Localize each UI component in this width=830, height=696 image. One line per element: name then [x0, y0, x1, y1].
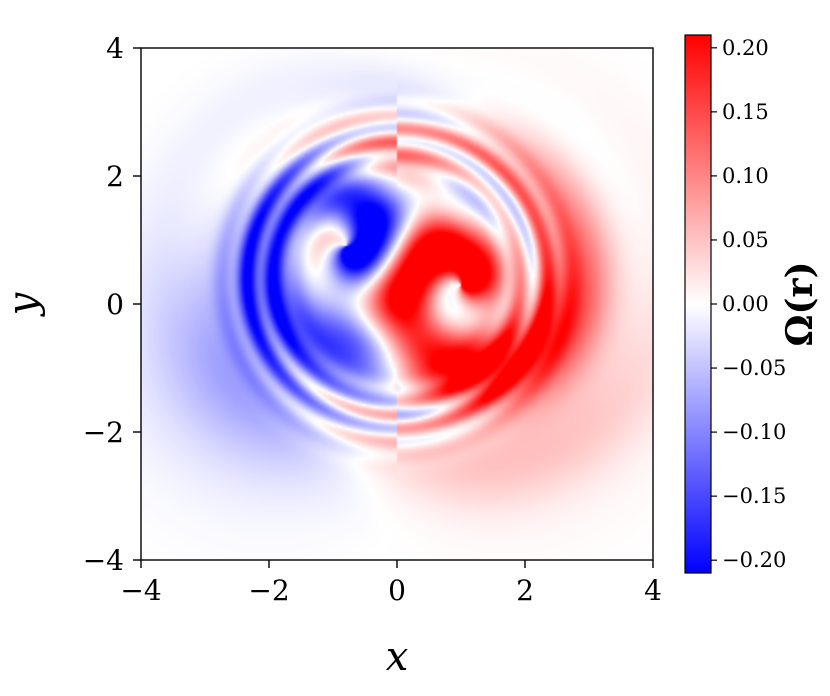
y-tick-label: 2: [106, 160, 124, 193]
x-tick-label: 0: [388, 574, 406, 607]
heatmap-container: [141, 48, 653, 560]
x-tick-label: 2: [516, 574, 534, 607]
x-axis-ticks: −4 −2 0 2 4: [120, 560, 662, 607]
colorbar-gradient: [685, 35, 711, 573]
colorbar-tick-label: −0.10: [722, 420, 786, 444]
colorbar-tick-label: 0.15: [722, 100, 769, 124]
y-tick-label: 0: [106, 288, 124, 321]
x-tick-label: −4: [120, 574, 161, 607]
y-axis-label: y: [0, 291, 46, 317]
y-tick-label: −2: [83, 416, 124, 449]
colorbar-tick-label: 0.20: [722, 36, 769, 60]
x-axis-label: x: [386, 634, 409, 680]
y-axis-ticks: −4 −2 0 2 4: [83, 32, 141, 577]
colorbar-tick-label: 0.00: [722, 292, 769, 316]
vorticity-heatmap: [141, 48, 653, 560]
colorbar-tick-label: 0.05: [722, 228, 769, 252]
x-tick-label: −2: [248, 574, 289, 607]
colorbar-label: Ω(r): [779, 261, 821, 346]
colorbar-tick-label: −0.05: [722, 356, 786, 380]
colorbar-tick-label: −0.20: [722, 548, 786, 572]
colorbar-tick-label: 0.10: [722, 164, 769, 188]
y-tick-label: 4: [106, 32, 124, 65]
x-tick-label: 4: [644, 574, 662, 607]
colorbar-tick-label: −0.15: [722, 484, 786, 508]
colorbar-ticks: 0.20 0.15 0.10 0.05 0.00 −0.05 −0.10 −0.15 −0.20: [711, 36, 786, 572]
y-tick-label: −4: [83, 544, 124, 577]
